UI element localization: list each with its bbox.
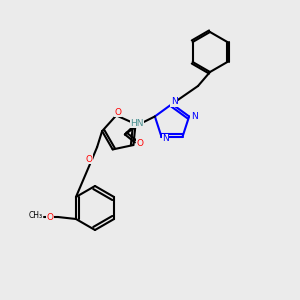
Text: N: N — [171, 98, 177, 106]
Text: N: N — [191, 112, 197, 121]
Text: CH₃: CH₃ — [29, 212, 43, 220]
Text: O: O — [46, 212, 53, 221]
Text: O: O — [115, 108, 122, 117]
Text: N: N — [162, 134, 169, 143]
Text: HN: HN — [130, 119, 144, 128]
Text: O: O — [136, 139, 143, 148]
Text: O: O — [85, 154, 93, 164]
